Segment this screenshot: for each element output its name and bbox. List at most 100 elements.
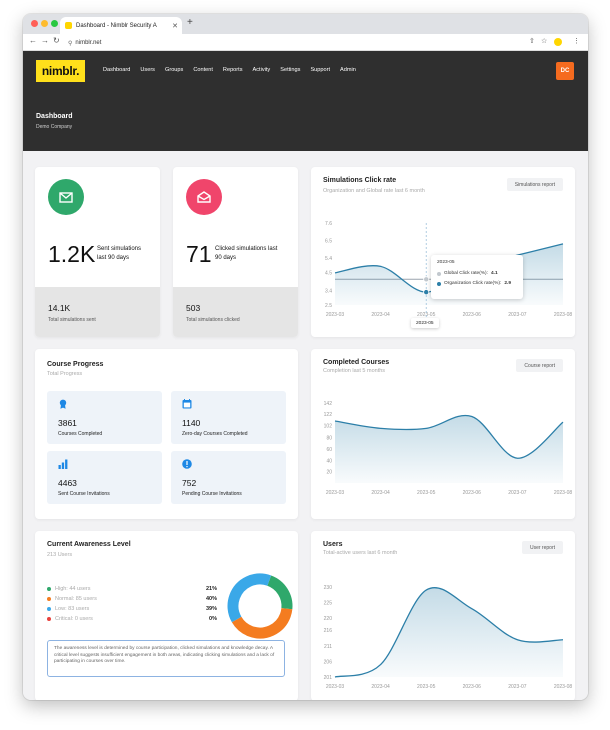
share-icon[interactable]: ⇧ bbox=[529, 38, 535, 45]
reload-icon[interactable]: ↻ bbox=[53, 36, 60, 45]
normal-dot bbox=[47, 597, 51, 601]
forward-icon[interactable]: → bbox=[41, 36, 49, 45]
page-title: Dashboard bbox=[36, 113, 73, 120]
zero-day-courses-tile: 1140 Zero-day Courses Completed bbox=[171, 391, 286, 444]
y-tick-label: 3.4 bbox=[325, 288, 332, 294]
clicked-total-footer: 503 Total simulations clicked bbox=[173, 287, 298, 337]
envelope-icon bbox=[48, 179, 84, 215]
back-icon[interactable]: ← bbox=[29, 36, 37, 45]
y-tick-label: 122 bbox=[324, 412, 333, 418]
browser-tab[interactable]: Dashboard - Nimblr Security A ✕ bbox=[60, 17, 182, 34]
open-envelope-icon bbox=[186, 179, 222, 215]
completed-courses-card: Completed Courses Completion last 5 mont… bbox=[311, 349, 575, 519]
sent-invitations-tile: 4463 Sent Course Invitations bbox=[47, 451, 162, 504]
extension-icon[interactable] bbox=[554, 38, 562, 46]
critical-dot bbox=[47, 617, 51, 621]
total-sent-value: 14.1K bbox=[48, 303, 71, 313]
y-tick-label: 225 bbox=[324, 600, 333, 606]
nav-groups[interactable]: Groups bbox=[164, 67, 184, 73]
user-report-button[interactable]: User report bbox=[521, 541, 563, 554]
company-name: Demo Company bbox=[36, 124, 73, 130]
url-field[interactable]: ⚲ nimblr.net bbox=[68, 37, 533, 49]
nav-activity[interactable]: Activity bbox=[252, 67, 271, 73]
browser-menu-icon[interactable]: ⋮ bbox=[573, 38, 580, 45]
x-tick-label: 2023-06 bbox=[463, 684, 482, 690]
series-area bbox=[335, 587, 563, 677]
x-tick-label: 2023-06 bbox=[463, 312, 482, 318]
x-tick-label: 2023-07 bbox=[508, 684, 527, 690]
users-title: Users bbox=[323, 541, 343, 548]
courses-completed-value: 3861 bbox=[58, 418, 77, 428]
nimblr-logo[interactable]: nimblr. bbox=[36, 60, 85, 82]
x-tick-label: 2023-04 bbox=[371, 490, 390, 496]
browser-window: Dashboard - Nimblr Security A ✕ + ← → ↻ … bbox=[23, 14, 588, 700]
global-point-marker bbox=[423, 276, 430, 283]
y-tick-label: 142 bbox=[324, 401, 333, 407]
close-window-button[interactable] bbox=[31, 20, 38, 27]
x-tick-label: 2023-03 bbox=[326, 490, 345, 496]
x-tick-label: 2023-03 bbox=[326, 312, 345, 318]
tooltip-org-label: Organization Click rate(%): bbox=[444, 281, 502, 286]
sent-invitations-label: Sent Course Invitations bbox=[58, 491, 110, 497]
close-tab-icon[interactable]: ✕ bbox=[172, 22, 178, 30]
maximize-window-button[interactable] bbox=[51, 20, 58, 27]
tooltip-org-row: Organization Click rate(%): 2.9 bbox=[437, 281, 517, 286]
nav-settings[interactable]: Settings bbox=[280, 67, 301, 73]
sent-invitations-value: 4463 bbox=[58, 478, 77, 488]
user-avatar[interactable]: DC bbox=[556, 62, 574, 80]
y-tick-label: 7.6 bbox=[325, 221, 332, 227]
nav-content[interactable]: Content bbox=[193, 67, 213, 73]
legend-high: High: 44 users 21% bbox=[47, 586, 217, 592]
clicked-simulations-value: 71 bbox=[186, 241, 212, 267]
simulations-click-rate-card: Simulations Click rate Organization and … bbox=[311, 167, 575, 337]
new-tab-icon[interactable]: + bbox=[187, 17, 193, 28]
courses-completed-tile: 3861 Courses Completed bbox=[47, 391, 162, 444]
completed-courses-subtitle: Completion last 5 months bbox=[323, 368, 386, 374]
x-tick-label: 2023-06 bbox=[463, 490, 482, 496]
pending-invitations-tile: 752 Pending Course Invitations bbox=[171, 451, 286, 504]
sent-desc-line1: Sent simulations bbox=[97, 246, 142, 252]
y-tick-label: 220 bbox=[324, 616, 333, 622]
y-tick-label: 2.5 bbox=[325, 303, 332, 309]
x-tick-label: 2023-08 bbox=[554, 684, 573, 690]
x-tick-label: 2023-05 bbox=[417, 684, 436, 690]
critical-pct: 0% bbox=[209, 616, 217, 622]
org-point-marker bbox=[423, 289, 430, 296]
course-report-button[interactable]: Course report bbox=[516, 359, 563, 372]
bookmark-star-icon[interactable]: ☆ bbox=[541, 38, 548, 45]
nav-dashboard[interactable]: Dashboard bbox=[103, 67, 131, 73]
clicked-simulations-desc: Clicked simulations last 90 days bbox=[215, 245, 277, 263]
sent-simulations-value: 1.2K bbox=[48, 241, 96, 267]
alert-icon bbox=[182, 459, 192, 469]
x-cursor-label: 2023-05 bbox=[411, 318, 439, 328]
header: nimblr. Dashboard Users Groups Content R… bbox=[23, 51, 588, 151]
awareness-level-card: Current Awareness Level 213 Users High: … bbox=[35, 531, 298, 700]
calendar-icon bbox=[182, 399, 192, 409]
completed-courses-chart: 20 40 60 80 102 122 142 2023-03 2023-04 2023-05 20… bbox=[324, 401, 573, 496]
award-icon bbox=[59, 399, 67, 409]
nav-reports[interactable]: Reports bbox=[222, 67, 243, 73]
high-label: High: 44 users bbox=[55, 586, 91, 592]
low-label: Low: 83 users bbox=[55, 606, 90, 612]
clicked-desc-line1: Clicked simulations last bbox=[215, 246, 278, 252]
nav-support[interactable]: Support bbox=[310, 67, 331, 73]
main-nav: Dashboard Users Groups Content Reports A… bbox=[103, 67, 356, 73]
minimize-window-button[interactable] bbox=[41, 20, 48, 27]
zero-day-courses-value: 1140 bbox=[182, 418, 201, 428]
tooltip-global-row: Global Click rate(%): 4.1 bbox=[437, 271, 517, 276]
y-tick-label: 20 bbox=[326, 470, 332, 476]
site-info-icon[interactable]: ⚲ bbox=[68, 40, 73, 47]
x-tick-label: 2023-08 bbox=[554, 490, 573, 496]
x-tick-label: 2023-03 bbox=[326, 684, 345, 690]
simulations-chart-title: Simulations Click rate bbox=[323, 177, 397, 184]
course-progress-card: Course Progress Total Progress 3861 Cour… bbox=[35, 349, 298, 519]
nav-users[interactable]: Users bbox=[140, 67, 155, 73]
zero-day-courses-label: Zero-day Courses Completed bbox=[182, 431, 248, 437]
y-tick-label: 40 bbox=[326, 458, 332, 464]
nav-admin[interactable]: Admin bbox=[340, 67, 356, 73]
legend-low: Low: 83 users 39% bbox=[47, 606, 217, 612]
awareness-subtitle: 213 Users bbox=[47, 552, 73, 558]
simulations-report-button[interactable]: Simulations report bbox=[506, 178, 563, 191]
chart-tooltip: 2023-05 Global Click rate(%): 4.1 Organi… bbox=[431, 255, 523, 299]
